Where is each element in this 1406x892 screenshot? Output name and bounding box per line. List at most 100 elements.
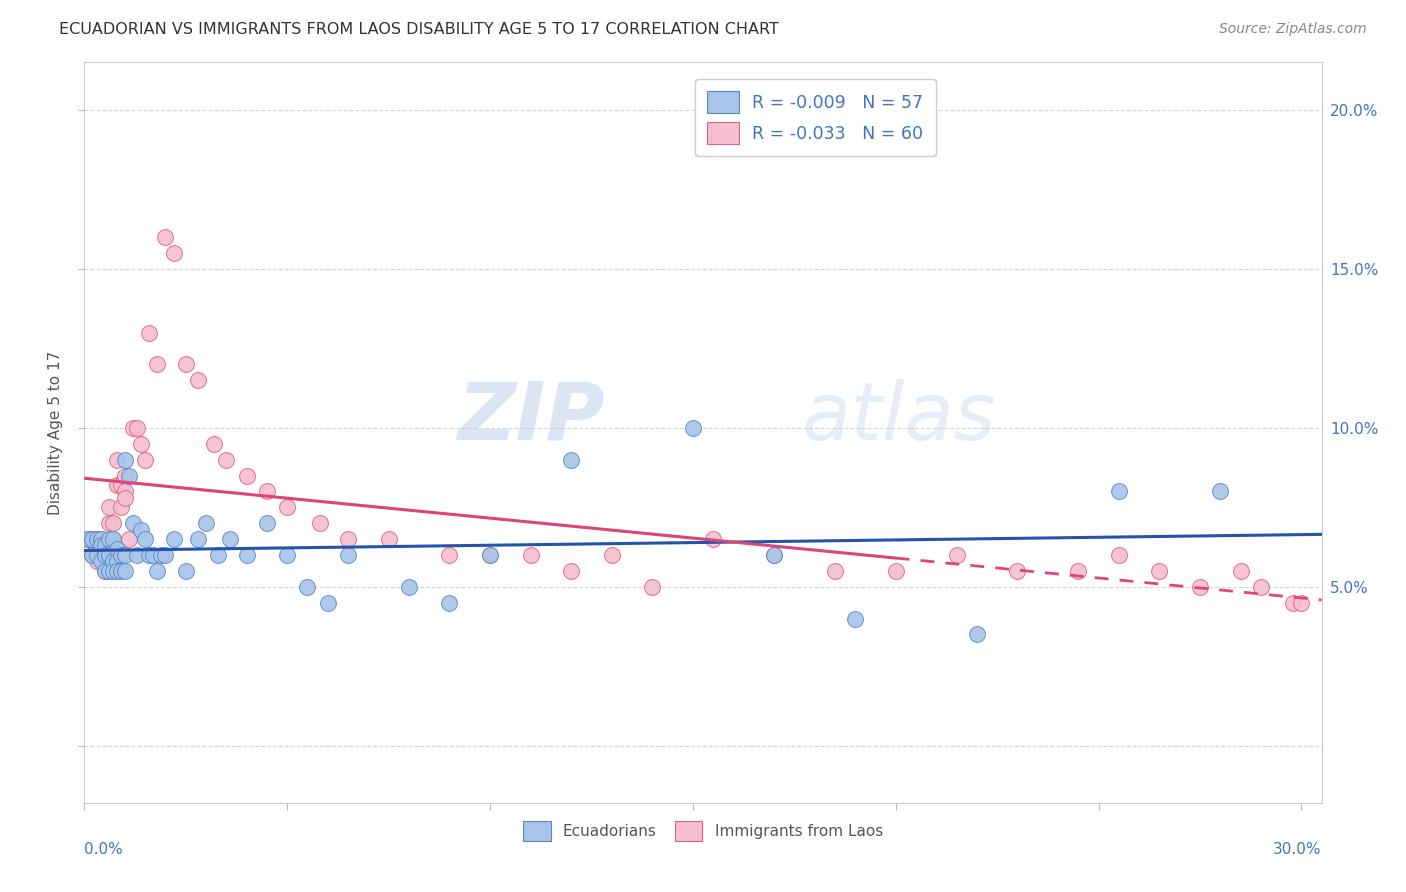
Point [377, 532, 399, 546]
Point [337, 532, 360, 546]
Point [114, 468, 136, 483]
Point [207, 548, 229, 562]
Point [82, 548, 104, 562]
Point [105, 564, 128, 578]
Point [162, 246, 184, 260]
Text: ZIP: ZIP [457, 379, 605, 457]
Point [97, 548, 120, 562]
Point [682, 421, 704, 435]
Point [600, 548, 623, 562]
Point [82, 548, 104, 562]
Point [77, 532, 100, 546]
Point [146, 357, 169, 371]
Point [82, 532, 104, 546]
Point [90, 541, 112, 556]
Point [945, 548, 967, 562]
Point [142, 548, 165, 562]
Point [90, 538, 112, 552]
Point [1250, 580, 1272, 594]
Point [150, 548, 173, 562]
Point [174, 564, 197, 578]
Point [114, 484, 136, 499]
Point [1108, 548, 1130, 562]
Point [155, 548, 177, 562]
Legend: Ecuadorians, Immigrants from Laos: Ecuadorians, Immigrants from Laos [517, 815, 889, 847]
Point [219, 532, 242, 546]
Point [93, 538, 115, 552]
Point [86, 548, 108, 562]
Point [202, 436, 225, 450]
Point [105, 452, 128, 467]
Point [114, 548, 136, 562]
Point [187, 532, 209, 546]
Point [884, 564, 907, 578]
Point [162, 532, 184, 546]
Point [101, 554, 124, 568]
Point [146, 564, 169, 578]
Point [1149, 564, 1171, 578]
Point [97, 532, 120, 546]
Point [519, 548, 541, 562]
Point [134, 532, 156, 546]
Point [93, 548, 115, 562]
Point [398, 580, 420, 594]
Point [110, 500, 132, 515]
Text: atlas: atlas [801, 379, 997, 457]
Point [966, 627, 988, 641]
Point [90, 554, 112, 568]
Point [235, 468, 257, 483]
Text: ECUADORIAN VS IMMIGRANTS FROM LAOS DISABILITY AGE 5 TO 17 CORRELATION CHART: ECUADORIAN VS IMMIGRANTS FROM LAOS DISAB… [59, 22, 779, 37]
Point [439, 596, 461, 610]
Point [762, 548, 785, 562]
Point [479, 548, 502, 562]
Point [114, 564, 136, 578]
Point [110, 564, 132, 578]
Point [90, 532, 112, 546]
Point [101, 564, 124, 578]
Point [1007, 564, 1029, 578]
Point [86, 532, 108, 546]
Point [138, 326, 160, 340]
Point [127, 548, 149, 562]
Point [110, 548, 132, 562]
Point [297, 580, 319, 594]
Point [187, 373, 209, 387]
Point [114, 452, 136, 467]
Point [316, 596, 339, 610]
Point [560, 452, 582, 467]
Y-axis label: Disability Age 5 to 17: Disability Age 5 to 17 [48, 351, 63, 515]
Point [174, 357, 197, 371]
Point [439, 548, 461, 562]
Point [1067, 564, 1090, 578]
Point [155, 230, 177, 244]
Point [101, 532, 124, 546]
Point [101, 516, 124, 531]
Point [114, 491, 136, 505]
Point [235, 548, 257, 562]
Point [276, 500, 298, 515]
Point [93, 564, 115, 578]
Point [118, 532, 141, 546]
Point [101, 532, 124, 546]
Point [479, 548, 502, 562]
Point [138, 548, 160, 562]
Point [129, 436, 152, 450]
Point [105, 554, 128, 568]
Point [1291, 596, 1313, 610]
Point [1282, 596, 1305, 610]
Point [118, 468, 141, 483]
Point [82, 532, 104, 546]
Point [256, 484, 278, 499]
Point [122, 516, 145, 531]
Point [86, 554, 108, 568]
Point [1209, 484, 1232, 499]
Point [97, 564, 120, 578]
Point [127, 421, 149, 435]
Point [93, 548, 115, 562]
Point [844, 611, 866, 625]
Point [215, 452, 238, 467]
Point [762, 548, 785, 562]
Point [195, 516, 218, 531]
Point [256, 516, 278, 531]
Point [134, 452, 156, 467]
